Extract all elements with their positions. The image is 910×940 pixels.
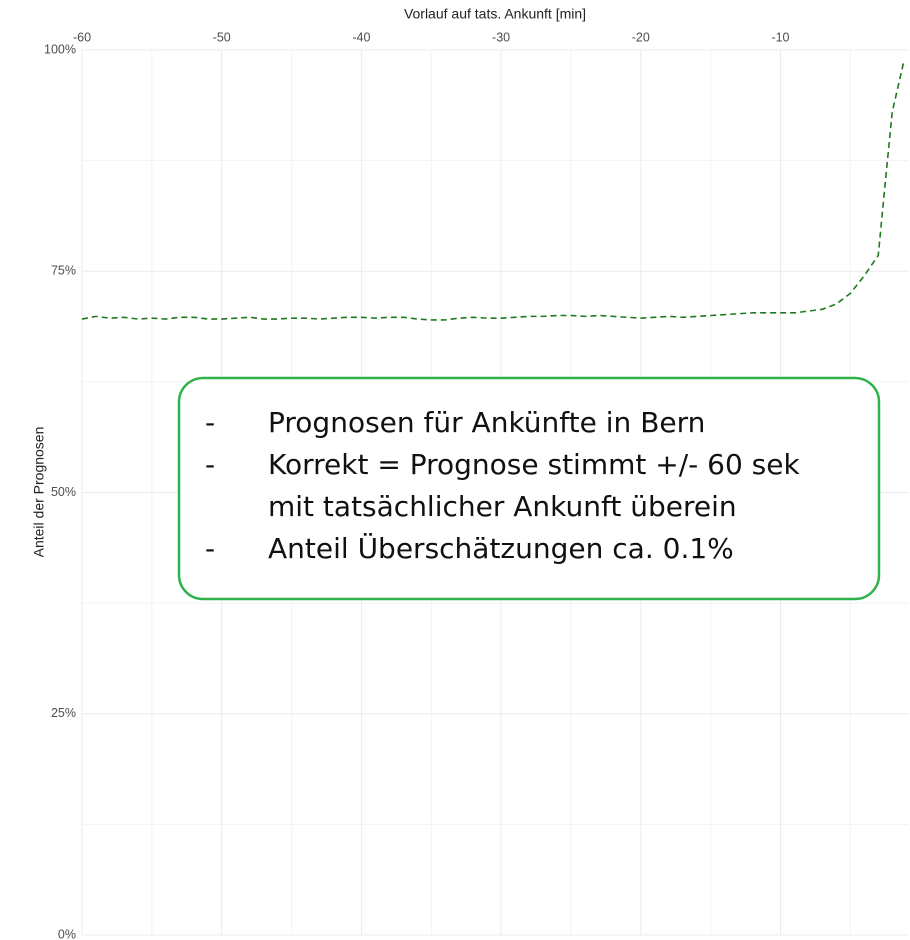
x-tick-label: -30 (492, 30, 510, 44)
annotation-box (177, 376, 881, 601)
data-line (81, 63, 905, 321)
annotation-text: mit tatsächlicher Ankunft überein (268, 490, 737, 523)
x-tick-label: -50 (213, 30, 231, 44)
annotation-bullet: - (205, 448, 215, 481)
y-tick-label: 100% (44, 42, 76, 56)
annotation-bullet: - (205, 406, 215, 439)
y-tick-label: 25% (51, 706, 76, 720)
x-tick-label: -10 (771, 30, 789, 44)
annotation-text: Korrekt = Prognose stimmt +/- 60 sek (268, 448, 800, 481)
annotation-text: Prognosen für Ankünfte in Bern (268, 406, 705, 439)
x-tick-label: -40 (352, 30, 370, 44)
annotation-text: Anteil Überschätzungen ca. 0.1% (268, 531, 734, 565)
y-tick-label: 50% (51, 485, 76, 499)
x-tick-label: -60 (73, 30, 91, 44)
y-tick-label: 75% (51, 264, 76, 278)
x-axis-title: Vorlauf auf tats. Ankunft [min] (404, 6, 586, 22)
y-axis-title: Anteil der Prognosen (31, 427, 47, 558)
x-tick-label: -20 (632, 30, 650, 44)
y-tick-label: 0% (58, 927, 76, 940)
annotation-bullet: - (205, 532, 215, 565)
